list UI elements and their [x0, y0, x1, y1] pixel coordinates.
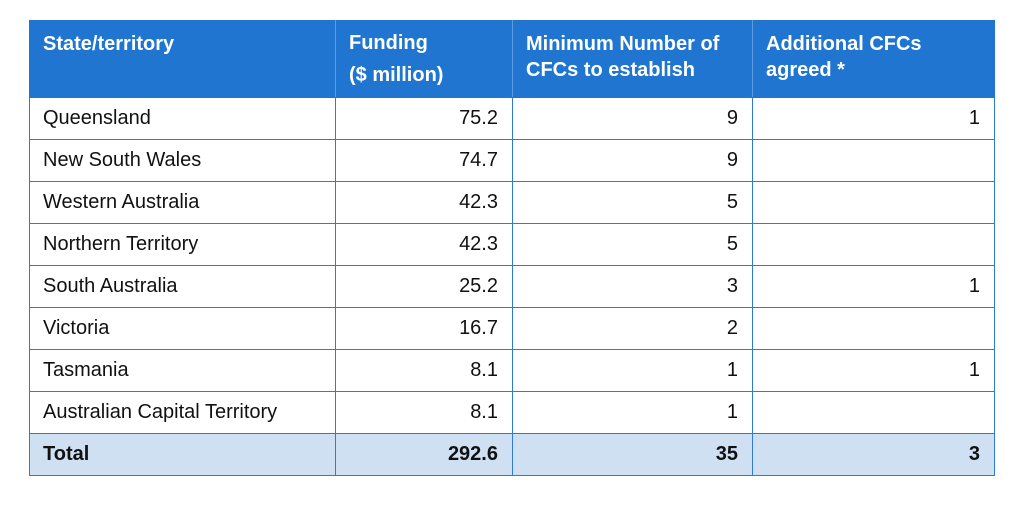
- cell-funding: 42.3: [335, 181, 513, 224]
- header-funding: Funding ($ million): [335, 20, 513, 98]
- header-state: State/territory: [29, 20, 336, 98]
- cell-additional: [752, 391, 995, 434]
- table-header: State/territory Funding ($ million) Mini…: [29, 20, 995, 98]
- table-row: Northern Territory 42.3 5: [29, 223, 995, 266]
- table-row: Queensland 75.2 9 1: [29, 97, 995, 140]
- total-label: Total: [29, 433, 336, 476]
- cell-funding: 42.3: [335, 223, 513, 266]
- cell-funding: 16.7: [335, 307, 513, 350]
- cell-additional: 1: [752, 265, 995, 308]
- cell-minimum: 5: [512, 223, 753, 266]
- cell-minimum: 1: [512, 391, 753, 434]
- header-row: State/territory Funding ($ million) Mini…: [29, 20, 995, 98]
- cell-additional: [752, 223, 995, 266]
- header-additional-cfcs: Additional CFCs agreed *: [752, 20, 995, 98]
- header-funding-label: Funding: [349, 32, 428, 54]
- table-row: South Australia 25.2 3 1: [29, 265, 995, 308]
- table-row: New South Wales 74.7 9: [29, 139, 995, 182]
- table-row: Tasmania 8.1 1 1: [29, 349, 995, 392]
- total-row: Total 292.6 35 3: [29, 433, 995, 476]
- table-body: Queensland 75.2 9 1 New South Wales 74.7…: [29, 97, 995, 476]
- cell-minimum: 5: [512, 181, 753, 224]
- cell-additional: 1: [752, 97, 995, 140]
- cell-state: New South Wales: [29, 139, 336, 182]
- cell-funding: 25.2: [335, 265, 513, 308]
- cell-state: South Australia: [29, 265, 336, 308]
- cell-minimum: 2: [512, 307, 753, 350]
- cell-additional: [752, 307, 995, 350]
- cell-state: Australian Capital Territory: [29, 391, 336, 434]
- cell-minimum: 9: [512, 139, 753, 182]
- cell-additional: 1: [752, 349, 995, 392]
- cell-state: Victoria: [29, 307, 336, 350]
- total-additional: 3: [752, 433, 995, 476]
- cell-funding: 74.7: [335, 139, 513, 182]
- cell-funding: 8.1: [335, 391, 513, 434]
- cell-funding: 75.2: [335, 97, 513, 140]
- total-funding: 292.6: [335, 433, 513, 476]
- cell-additional: [752, 181, 995, 224]
- cell-state: Tasmania: [29, 349, 336, 392]
- cell-minimum: 9: [512, 97, 753, 140]
- cell-state: Queensland: [29, 97, 336, 140]
- table-row: Australian Capital Territory 8.1 1: [29, 391, 995, 434]
- header-funding-unit: ($ million): [349, 64, 444, 86]
- table-row: Western Australia 42.3 5: [29, 181, 995, 224]
- cell-state: Northern Territory: [29, 223, 336, 266]
- cell-additional: [752, 139, 995, 182]
- cell-minimum: 1: [512, 349, 753, 392]
- header-minimum-cfcs: Minimum Number of CFCs to establish: [512, 20, 753, 98]
- funding-table: State/territory Funding ($ million) Mini…: [29, 20, 995, 476]
- table-row: Victoria 16.7 2: [29, 307, 995, 350]
- cell-state: Western Australia: [29, 181, 336, 224]
- total-minimum: 35: [512, 433, 753, 476]
- cell-funding: 8.1: [335, 349, 513, 392]
- cell-minimum: 3: [512, 265, 753, 308]
